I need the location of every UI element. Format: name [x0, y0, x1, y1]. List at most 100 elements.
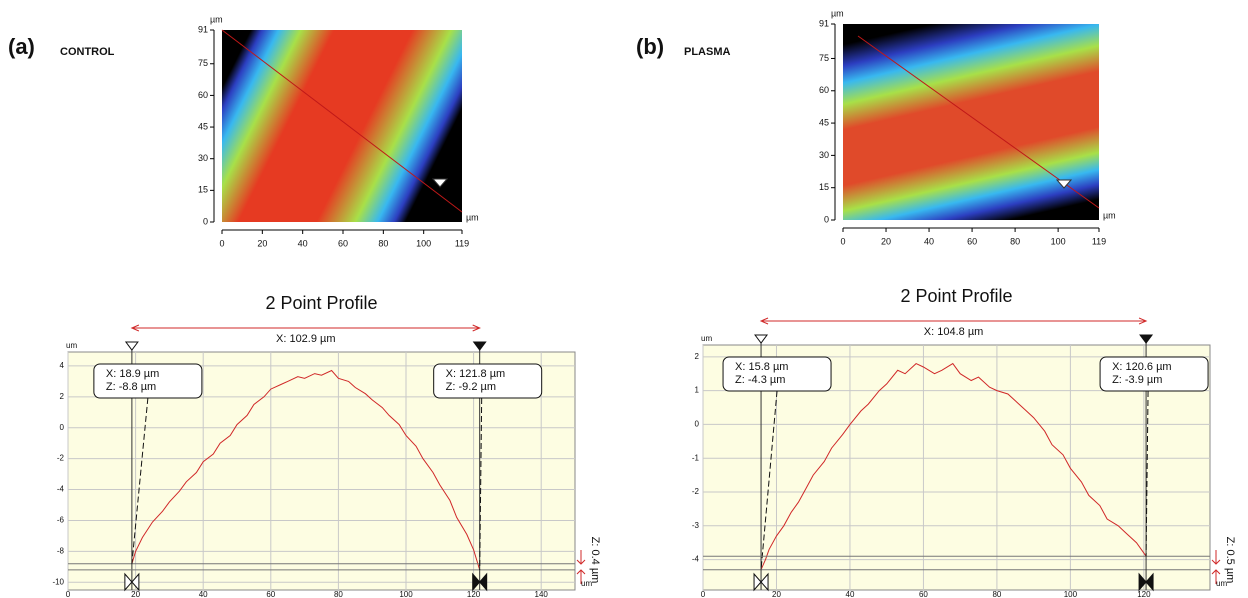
x-unit: um: [581, 579, 592, 588]
x-tick-label: 80: [992, 590, 1001, 598]
cursor-z-label: Z: -8.8 µm: [106, 381, 156, 393]
y-unit: µm: [831, 8, 844, 18]
y-tick-label: -2: [57, 454, 65, 463]
x-unit: µm: [1103, 210, 1116, 220]
x-tick-label: 60: [919, 590, 928, 598]
y-unit: um: [66, 341, 77, 350]
cursor-marker: [431, 178, 449, 188]
height-map: [843, 24, 1099, 220]
y-tick-label: 30: [819, 150, 829, 160]
y-tick-label: -2: [692, 487, 700, 496]
y-tick-label: 15: [819, 182, 829, 192]
y-unit: µm: [210, 14, 223, 24]
y-tick-label: 60: [819, 85, 829, 95]
cursor-bottom: [472, 572, 488, 592]
x-tick-label: 20: [131, 590, 140, 598]
y-tick-label: 0: [60, 423, 65, 432]
z-label: Z: 0.5 µm: [1224, 537, 1236, 584]
y-tick-label: 45: [198, 121, 208, 131]
x-tick-label: 100: [416, 238, 431, 248]
y-tick-label: 0: [203, 216, 208, 226]
cursor-bottom: [124, 572, 140, 592]
cursor-x-label: X: 15.8 µm: [735, 361, 788, 373]
x-tick-label: 100: [1051, 236, 1066, 246]
cursor-leader: [1145, 390, 1149, 557]
cursor-box: [1099, 356, 1209, 392]
x-tick-label: 40: [298, 238, 308, 248]
profile-curve: [131, 369, 481, 571]
x-tick-label: 80: [334, 590, 343, 598]
x-tick-label: 120: [467, 590, 481, 598]
y-tick-label: 60: [198, 90, 208, 100]
y-tick-label: -10: [52, 577, 64, 586]
y-tick-label: -6: [57, 516, 65, 525]
y-tick-label: 75: [819, 53, 829, 63]
x-tick-label: 100: [399, 590, 413, 598]
panel-label: (b): [636, 34, 664, 59]
cursor-x-label: X: 18.9 µm: [106, 368, 159, 380]
span-arrow: [130, 324, 481, 332]
y-tick-label: 1: [695, 386, 700, 395]
x-unit: um: [1216, 579, 1227, 588]
y-tick-label: 91: [819, 18, 829, 28]
x-tick-label: 119: [455, 238, 469, 248]
z-arrows: [576, 550, 586, 584]
span-label: X: 104.8 µm: [924, 326, 984, 338]
profile-line: [221, 29, 463, 213]
x-tick-label: 0: [219, 238, 224, 248]
x-unit: µm: [466, 212, 479, 222]
x-tick-label: 40: [199, 590, 208, 598]
panel-subtitle: CONTROL: [60, 46, 115, 58]
z-arrows: [1211, 550, 1221, 584]
cursor-z-label: Z: -9.2 µm: [446, 381, 496, 393]
cursor-x-label: X: 121.8 µm: [446, 368, 506, 380]
x-tick-label: 60: [967, 236, 977, 246]
x-tick-label: 20: [881, 236, 891, 246]
x-tick-label: 140: [535, 590, 549, 598]
chart-title: 2 Point Profile: [900, 286, 1012, 306]
y-unit: um: [701, 334, 712, 343]
x-tick-label: 40: [846, 590, 855, 598]
cursor-marker: [1055, 179, 1073, 189]
x-tick-label: 119: [1092, 236, 1106, 246]
cursor-z-label: Z: -4.3 µm: [735, 374, 785, 386]
cursor-bottom: [1138, 572, 1154, 592]
span-arrow: [759, 317, 1148, 325]
cursor-x-label: X: 120.6 µm: [1112, 361, 1172, 373]
x-tick-label: 40: [924, 236, 934, 246]
panel-subtitle: PLASMA: [684, 46, 731, 58]
height-map: [222, 30, 462, 222]
y-tick-label: 0: [824, 214, 829, 224]
y-tick-label: 0: [695, 420, 700, 429]
y-tick-label: 75: [198, 58, 208, 68]
x-tick-label: 0: [840, 236, 845, 246]
span-label: X: 102.9 µm: [276, 333, 336, 345]
y-tick-label: -1: [692, 453, 700, 462]
y-tick-label: 15: [198, 185, 208, 195]
x-tick-label: 0: [701, 590, 706, 598]
x-tick-label: 0: [66, 590, 71, 598]
y-tick-label: -3: [692, 521, 700, 530]
cursor-z-label: Z: -3.9 µm: [1112, 374, 1162, 386]
cursor-leader: [479, 397, 483, 570]
cursor-leader: [760, 390, 778, 570]
x-tick-label: 20: [772, 590, 781, 598]
y-tick-label: 91: [198, 24, 208, 34]
y-tick-label: 45: [819, 117, 829, 127]
cursor-top: [1139, 334, 1154, 344]
x-tick-label: 60: [338, 238, 348, 248]
x-tick-label: 80: [1010, 236, 1020, 246]
cursor-leader: [131, 397, 149, 564]
x-tick-label: 120: [1137, 590, 1151, 598]
y-tick-label: -4: [692, 555, 700, 564]
cursor-top: [472, 341, 487, 351]
x-tick-label: 20: [257, 238, 267, 248]
y-tick-label: 2: [60, 392, 65, 401]
cursor-box: [433, 363, 543, 399]
profile-line: [857, 35, 1100, 209]
y-tick-label: 2: [695, 352, 700, 361]
x-tick-label: 100: [1064, 590, 1078, 598]
chart-title: 2 Point Profile: [265, 293, 377, 313]
cursor-top: [124, 341, 139, 351]
